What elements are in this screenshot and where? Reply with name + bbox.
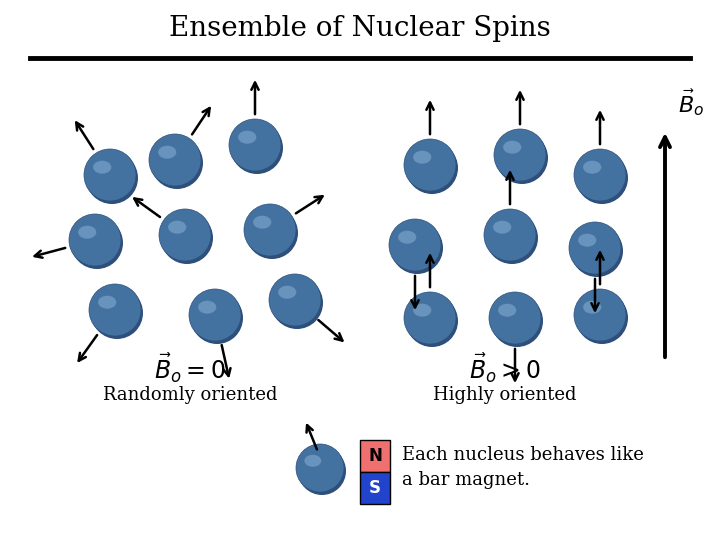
Text: Highly oriented: Highly oriented (433, 386, 577, 404)
Text: Each nucleus behaves like: Each nucleus behaves like (402, 446, 644, 464)
Text: $\vec{B}_o = 0$: $\vec{B}_o = 0$ (154, 351, 226, 385)
Text: Randomly oriented: Randomly oriented (103, 386, 277, 404)
Circle shape (569, 222, 621, 274)
Circle shape (71, 217, 123, 269)
Ellipse shape (398, 231, 416, 244)
Circle shape (404, 139, 456, 191)
Ellipse shape (583, 161, 601, 174)
Circle shape (389, 219, 441, 271)
Ellipse shape (198, 301, 216, 314)
Circle shape (406, 142, 458, 194)
Circle shape (69, 214, 121, 266)
Circle shape (491, 295, 543, 347)
Circle shape (86, 152, 138, 204)
Circle shape (486, 212, 538, 264)
Circle shape (269, 274, 321, 326)
Circle shape (496, 132, 548, 184)
Ellipse shape (493, 221, 511, 234)
Circle shape (484, 209, 536, 261)
Ellipse shape (78, 226, 96, 239)
Ellipse shape (578, 234, 596, 247)
Bar (360, 440, 390, 472)
Ellipse shape (253, 215, 271, 229)
Circle shape (229, 119, 281, 171)
Ellipse shape (168, 221, 186, 234)
Circle shape (574, 149, 626, 201)
Text: S: S (369, 479, 381, 497)
Circle shape (576, 152, 628, 204)
Circle shape (391, 222, 443, 274)
Circle shape (159, 209, 211, 261)
Circle shape (191, 292, 243, 344)
Circle shape (189, 289, 241, 341)
Ellipse shape (583, 301, 601, 314)
Circle shape (91, 287, 143, 339)
Circle shape (406, 295, 458, 347)
Ellipse shape (413, 151, 431, 164)
Ellipse shape (158, 146, 176, 159)
Ellipse shape (98, 296, 117, 309)
Bar (360, 472, 390, 504)
Ellipse shape (93, 161, 112, 174)
Circle shape (84, 149, 136, 201)
Circle shape (574, 289, 626, 341)
Ellipse shape (238, 131, 256, 144)
Circle shape (296, 444, 344, 492)
Text: N: N (368, 447, 382, 465)
Circle shape (494, 129, 546, 181)
Circle shape (489, 292, 541, 344)
Circle shape (571, 225, 623, 277)
Circle shape (151, 137, 203, 189)
Circle shape (161, 212, 213, 264)
Circle shape (149, 134, 201, 186)
Circle shape (576, 292, 628, 344)
Circle shape (271, 277, 323, 329)
Circle shape (244, 204, 296, 256)
Circle shape (89, 284, 141, 336)
Text: a bar magnet.: a bar magnet. (402, 471, 530, 489)
Circle shape (231, 122, 283, 174)
Ellipse shape (498, 303, 516, 316)
Text: $\vec{B}_o$: $\vec{B}_o$ (678, 87, 704, 118)
Ellipse shape (278, 286, 297, 299)
Ellipse shape (413, 303, 431, 316)
Circle shape (246, 207, 298, 259)
Text: Ensemble of Nuclear Spins: Ensemble of Nuclear Spins (169, 15, 551, 42)
Ellipse shape (503, 141, 521, 154)
Circle shape (404, 292, 456, 344)
Circle shape (298, 447, 346, 495)
Ellipse shape (305, 455, 321, 467)
Text: $\vec{B}_o > 0$: $\vec{B}_o > 0$ (469, 351, 541, 385)
